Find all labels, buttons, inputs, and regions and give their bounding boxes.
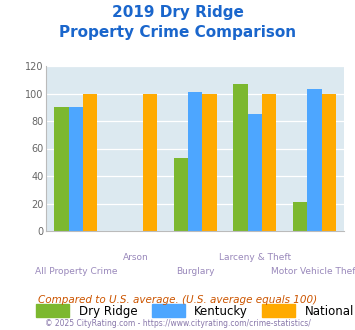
Text: © 2025 CityRating.com - https://www.cityrating.com/crime-statistics/: © 2025 CityRating.com - https://www.city… bbox=[45, 319, 310, 328]
Bar bbox=[202, 93, 217, 231]
Bar bbox=[234, 84, 248, 231]
Bar bbox=[69, 107, 83, 231]
Text: Burglary: Burglary bbox=[176, 267, 214, 276]
Text: 2019 Dry Ridge: 2019 Dry Ridge bbox=[111, 5, 244, 20]
Text: Larceny & Theft: Larceny & Theft bbox=[219, 253, 291, 262]
Bar bbox=[248, 114, 262, 231]
Bar bbox=[55, 107, 69, 231]
Bar bbox=[293, 202, 307, 231]
Bar bbox=[174, 158, 188, 231]
Text: Compared to U.S. average. (U.S. average equals 100): Compared to U.S. average. (U.S. average … bbox=[38, 295, 317, 305]
Text: All Property Crime: All Property Crime bbox=[35, 267, 117, 276]
Bar bbox=[322, 93, 336, 231]
Bar bbox=[188, 92, 202, 231]
Text: Property Crime Comparison: Property Crime Comparison bbox=[59, 25, 296, 40]
Bar bbox=[83, 93, 97, 231]
Bar bbox=[143, 93, 157, 231]
Text: Arson: Arson bbox=[123, 253, 148, 262]
Text: Motor Vehicle Theft: Motor Vehicle Theft bbox=[271, 267, 355, 276]
Bar bbox=[262, 93, 276, 231]
Bar bbox=[307, 89, 322, 231]
Legend: Dry Ridge, Kentucky, National: Dry Ridge, Kentucky, National bbox=[32, 300, 355, 322]
